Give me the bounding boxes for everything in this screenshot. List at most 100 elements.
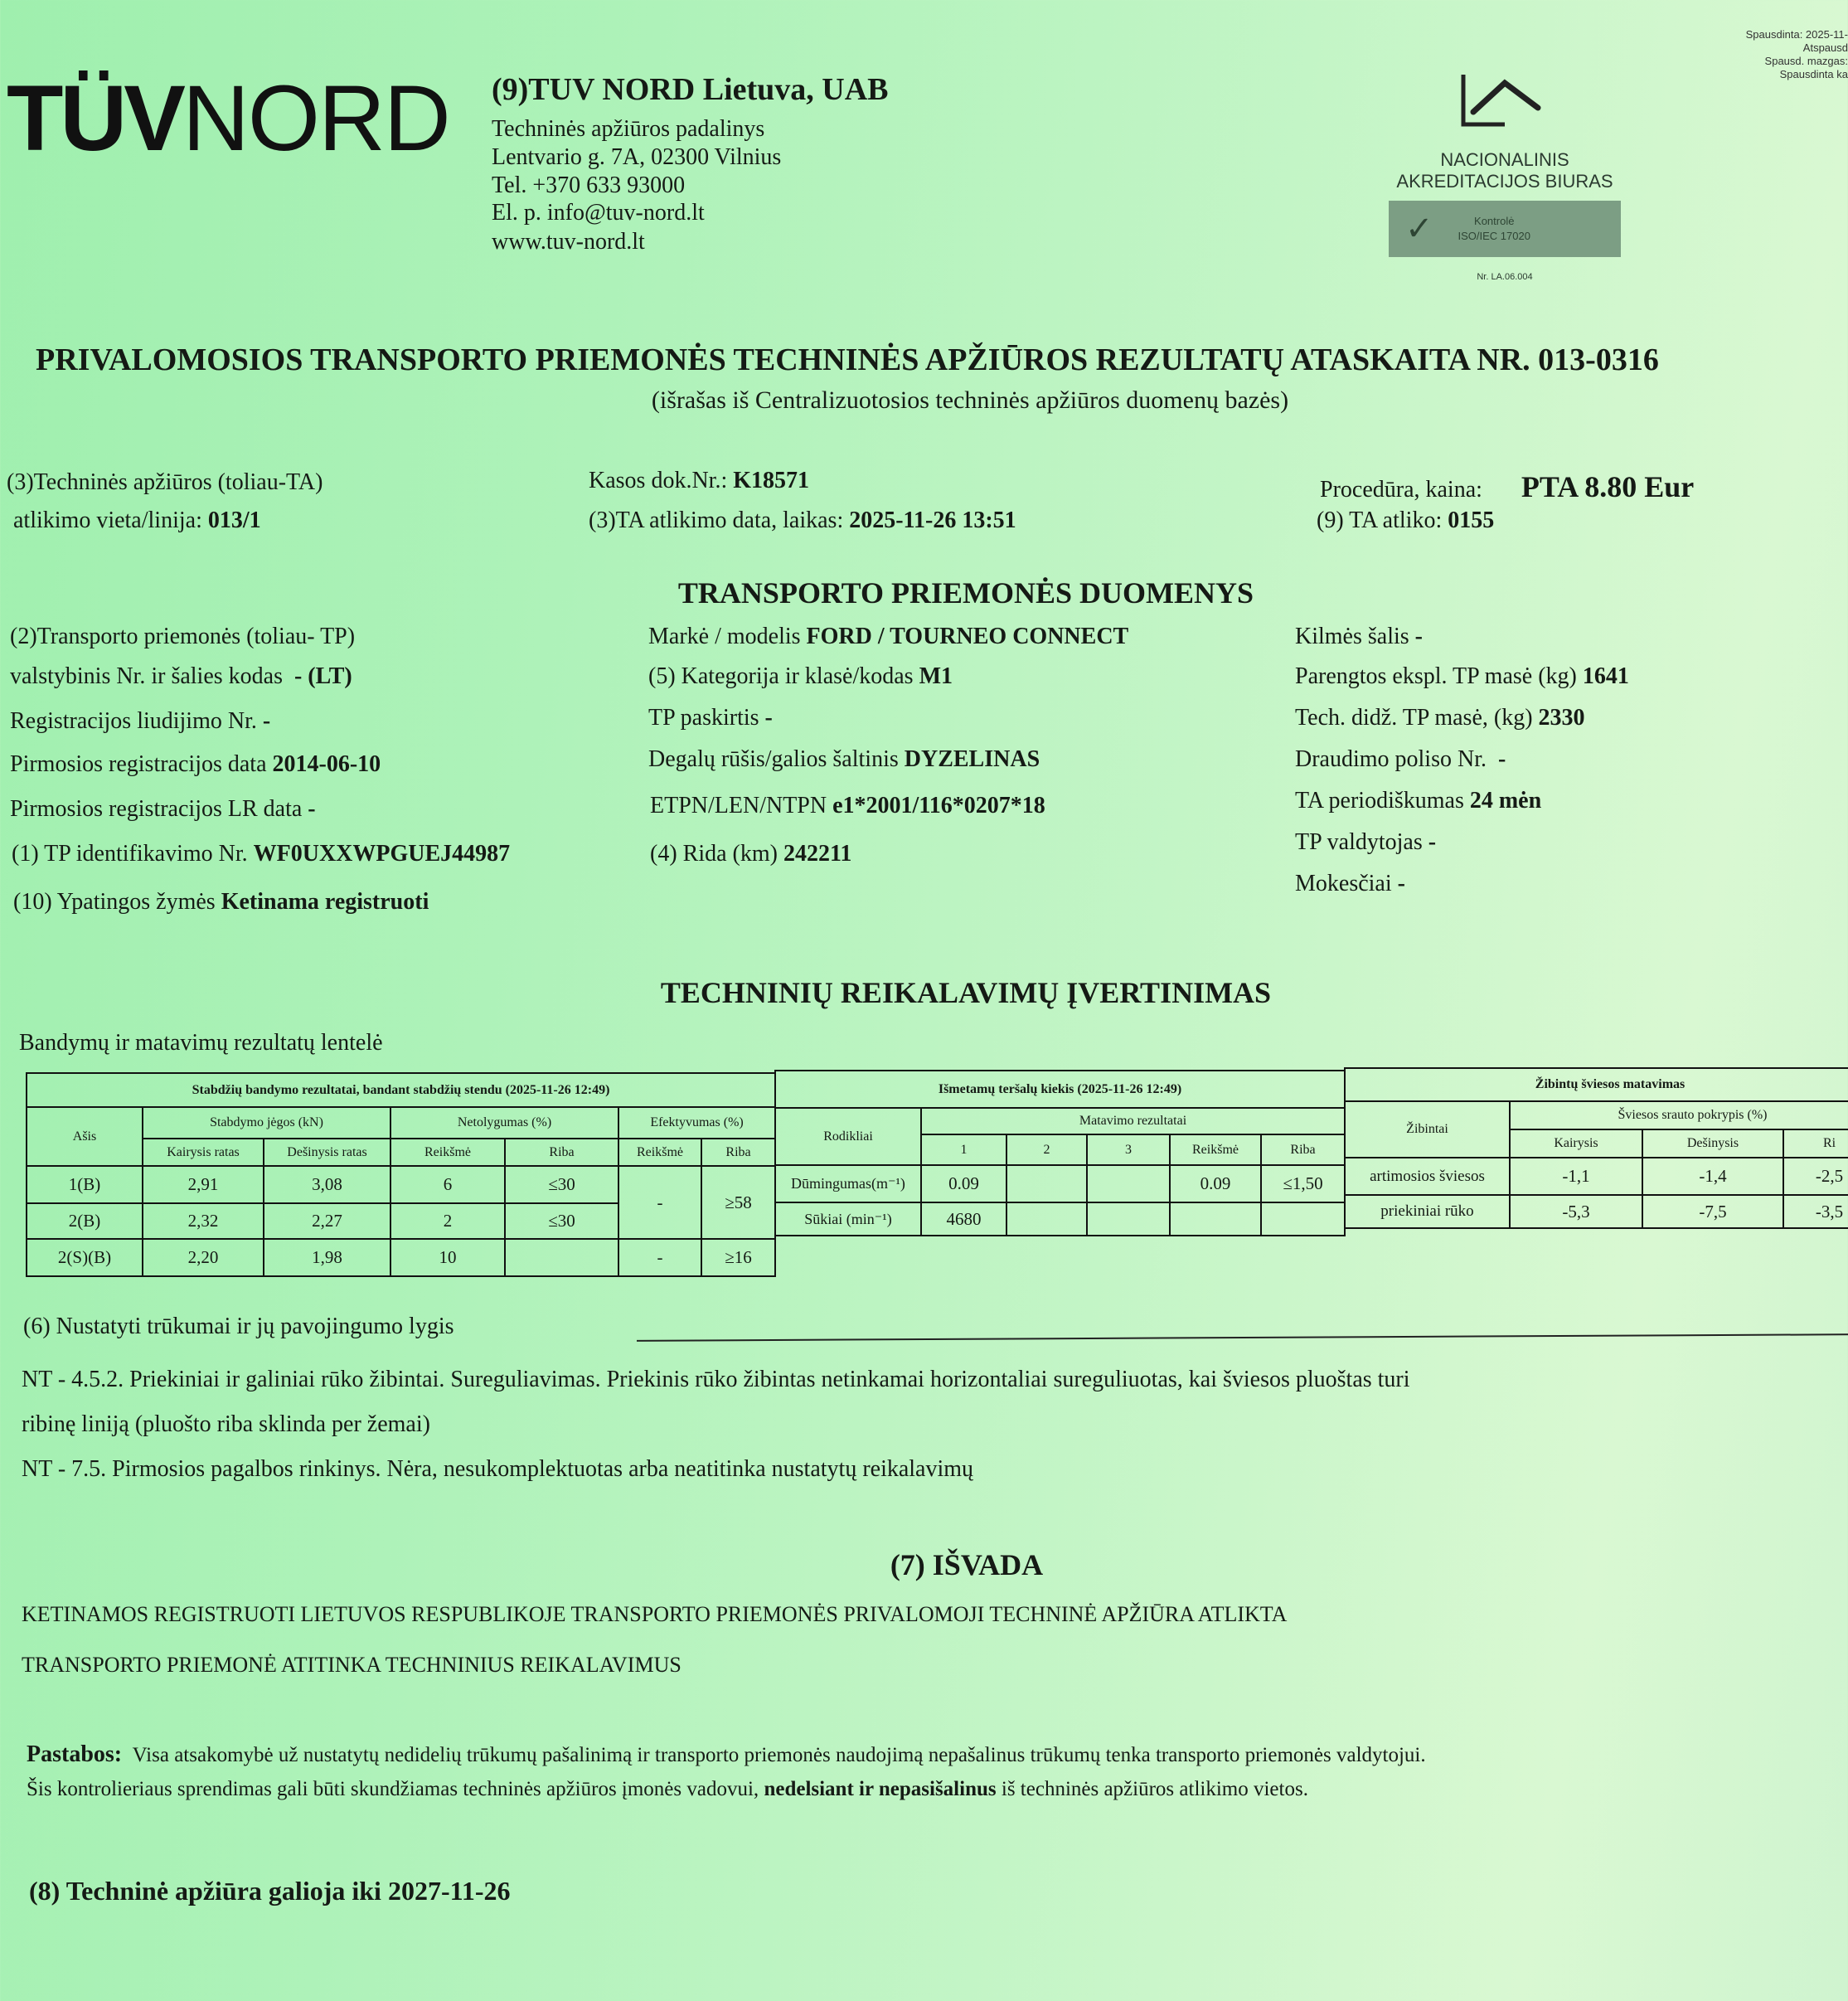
- table-cell: 0.09: [920, 1164, 1007, 1203]
- table-row: Sūkiai (min⁻¹) 4680: [774, 1202, 1346, 1236]
- accreditation-badge: ✓ Kontrolė ISO/IEC 17020: [1389, 201, 1621, 257]
- vehicle-field: (1) TP identifikavimo Nr. WF0UXXWPGUEJ44…: [12, 841, 511, 867]
- table-row: Dūmingumas(m⁻¹) 0.09 0.09 ≤1,50: [774, 1164, 1346, 1203]
- vehicle-field: valstybinis Nr. ir šalies kodas - (LT): [10, 663, 352, 689]
- place-field: atlikimo vieta/linija: 013/1: [13, 508, 261, 533]
- conclusion-heading: (7) IŠVADA: [890, 1548, 1044, 1581]
- assessment-heading: TECHNINIŲ REIKALAVIMŲ ĮVERTINIMAS: [660, 976, 1272, 1009]
- table-cell: 2,32: [142, 1202, 264, 1240]
- vehicle-field: Tech. didž. TP masė, (kg) 2330: [1295, 705, 1585, 731]
- table-cell: 2(S)(B): [26, 1238, 143, 1277]
- vehicle-field: Draudimo poliso Nr. -: [1295, 746, 1506, 772]
- header-force: Stabdymo jėgos (kN): [142, 1106, 391, 1139]
- table-cell: [1086, 1164, 1171, 1203]
- table-cell: [1169, 1202, 1262, 1236]
- table-cell: ≤30: [504, 1202, 619, 1240]
- vehicle-field: TP valdytojas -: [1295, 829, 1437, 855]
- table-cell: -7,5: [1642, 1194, 1784, 1229]
- table-cell: ≥58: [700, 1165, 777, 1240]
- inspector-field: (9) TA atliko: 0155: [1317, 508, 1495, 533]
- place-label: (3)Techninės apžiūros (toliau-TA): [7, 469, 323, 495]
- header-eff-value: Reikšmė: [618, 1138, 702, 1167]
- table-cell: [1006, 1164, 1088, 1203]
- table-cell: ≤30: [504, 1165, 619, 1204]
- vehicle-field: (5) Kategorija ir klasė/kodas M1: [648, 663, 953, 689]
- check-seal-icon: ✓: [1405, 211, 1433, 247]
- vehicle-field: Kilmės šalis -: [1295, 624, 1423, 649]
- header-lamps: Žibintai: [1344, 1100, 1511, 1158]
- notes-line: Pastabos: Visa atsakomybė už nustatytų n…: [27, 1741, 1426, 1767]
- table-cell: 6: [390, 1165, 506, 1204]
- table-cell: 2,27: [263, 1202, 391, 1240]
- company-email: El. p. info@tuv-nord.lt: [492, 200, 705, 226]
- vehicle-field: (4) Rida (km) 242211: [650, 841, 852, 867]
- vehicle-field: Pirmosios registracijos data 2014-06-10: [10, 751, 381, 777]
- vehicle-field: TP paskirtis -: [648, 705, 773, 731]
- defect-item: NT - 4.5.2. Priekiniai ir galiniai rūko …: [22, 1367, 1410, 1392]
- notes-line-2: Šis kontrolieriaus sprendimas gali būti …: [27, 1778, 1308, 1800]
- table-cell: Ri: [1782, 1129, 1848, 1158]
- table-cell: 1,98: [263, 1238, 391, 1277]
- table-cell: Dūmingumas(m⁻¹): [774, 1164, 922, 1203]
- defect-item-continuation: ribinę liniją (pluošto riba sklinda per …: [22, 1411, 430, 1437]
- table-cell: -1,4: [1642, 1157, 1784, 1196]
- brake-test-table: Stabdžių bandymo rezultatai, bandant sta…: [25, 1072, 777, 1277]
- table-caption: Bandymų ir matavimų rezultatų lentelė: [19, 1030, 383, 1056]
- defects-label: (6) Nustatyti trūkumai ir jų pavojingumo…: [23, 1314, 454, 1339]
- validity: (8) Techninė apžiūra galioja iki 2027-11…: [29, 1876, 511, 1906]
- company-name: (9)TUV NORD Lietuva, UAB: [492, 72, 889, 107]
- price-field: Procedūra, kaina: PTA 8.80 Eur: [1320, 470, 1695, 503]
- table-row: artimosios šviesos -1,1 -1,4 -2,5: [1344, 1157, 1848, 1196]
- header-unevenness: Netolygumas (%): [390, 1106, 619, 1139]
- table-cell: 4680: [920, 1202, 1007, 1236]
- table-row: 2(S)(B) 2,20 1,98 10 - ≥16: [26, 1238, 777, 1277]
- vehicle-field: Registracijos liudijimo Nr. -: [10, 708, 271, 734]
- vehicle-heading: TRANSPORTO PRIEMONĖS DUOMENYS: [677, 576, 1254, 610]
- vehicle-field: Parengtos ekspl. TP masė (kg) 1641: [1295, 663, 1629, 689]
- table-cell: 2: [390, 1202, 506, 1240]
- table-cell: Sūkiai (min⁻¹): [774, 1202, 922, 1236]
- table-cell: 2(B): [26, 1202, 143, 1240]
- table-cell: artimosios šviesos: [1344, 1157, 1511, 1196]
- lights-table: Žibintų šviesos matavimas Žibintai Švies…: [1343, 1067, 1848, 1229]
- vehicle-field: (2)Transporto priemonės (toliau- TP): [10, 624, 356, 649]
- table-cell: Riba: [1260, 1134, 1346, 1166]
- table-cell: -: [618, 1165, 702, 1240]
- table-cell: 10: [390, 1238, 506, 1277]
- table-cell: ≤1,50: [1260, 1164, 1346, 1203]
- table-cell: -5,3: [1509, 1194, 1643, 1229]
- table-cell: [1006, 1202, 1088, 1236]
- header-limit: Riba: [504, 1138, 619, 1167]
- vehicle-field: Mokesčiai -: [1295, 871, 1405, 896]
- table-cell: 3: [1086, 1134, 1171, 1166]
- table-cell: 2: [1006, 1134, 1088, 1166]
- print-info: Spausdinta: 2025-11- Atspausd Spausd. maz…: [1745, 28, 1848, 80]
- table-cell: [504, 1238, 619, 1277]
- defect-item: NT - 7.5. Pirmosios pagalbos rinkinys. N…: [22, 1456, 974, 1482]
- table-cell: [1086, 1202, 1171, 1236]
- vehicle-field: ETPN/LEN/NTPN e1*2001/116*0207*18: [650, 793, 1045, 818]
- vehicle-field: Pirmosios registracijos LR data -: [10, 796, 316, 822]
- table-cell: 3,08: [263, 1165, 391, 1204]
- date-field: (3)TA atlikimo data, laikas: 2025-11-26 …: [589, 508, 1016, 533]
- table-cell: -2,5: [1782, 1157, 1848, 1196]
- receipt-field: Kasos dok.Nr.: K18571: [589, 468, 810, 493]
- accreditation-number: Nr. LA.06.004: [1477, 272, 1533, 282]
- accreditation-logo: NACIONALINIS AKREDITACIJOS BIURAS ✓ Kont…: [1380, 66, 1629, 282]
- table-cell: 1: [920, 1134, 1007, 1166]
- table-cell: 1(B): [26, 1165, 143, 1204]
- table-cell: [1260, 1202, 1346, 1236]
- company-phone: Tel. +370 633 93000: [492, 172, 686, 198]
- table-cell: -1,1: [1509, 1157, 1643, 1196]
- table-cell: -3,5: [1782, 1194, 1848, 1229]
- header-eff-limit: Riba: [700, 1138, 777, 1167]
- header-results: Matavimo rezultatai: [920, 1107, 1346, 1135]
- table-row: 2(B) 2,32 2,27 2 ≤30: [26, 1202, 775, 1240]
- brake-table-title: Stabdžių bandymo rezultatai, bandant sta…: [25, 1072, 777, 1108]
- table-cell: Kairysis: [1509, 1129, 1643, 1158]
- accreditation-name: NACIONALINIS: [1440, 149, 1569, 170]
- header-efficiency: Efektyvumas (%): [617, 1106, 777, 1139]
- header-axis: Ašis: [26, 1106, 143, 1167]
- vehicle-field: Degalų rūšis/galios šaltinis DYZELINAS: [648, 746, 1040, 772]
- table-row: priekiniai rūko -5,3 -7,5 -3,5: [1344, 1194, 1848, 1229]
